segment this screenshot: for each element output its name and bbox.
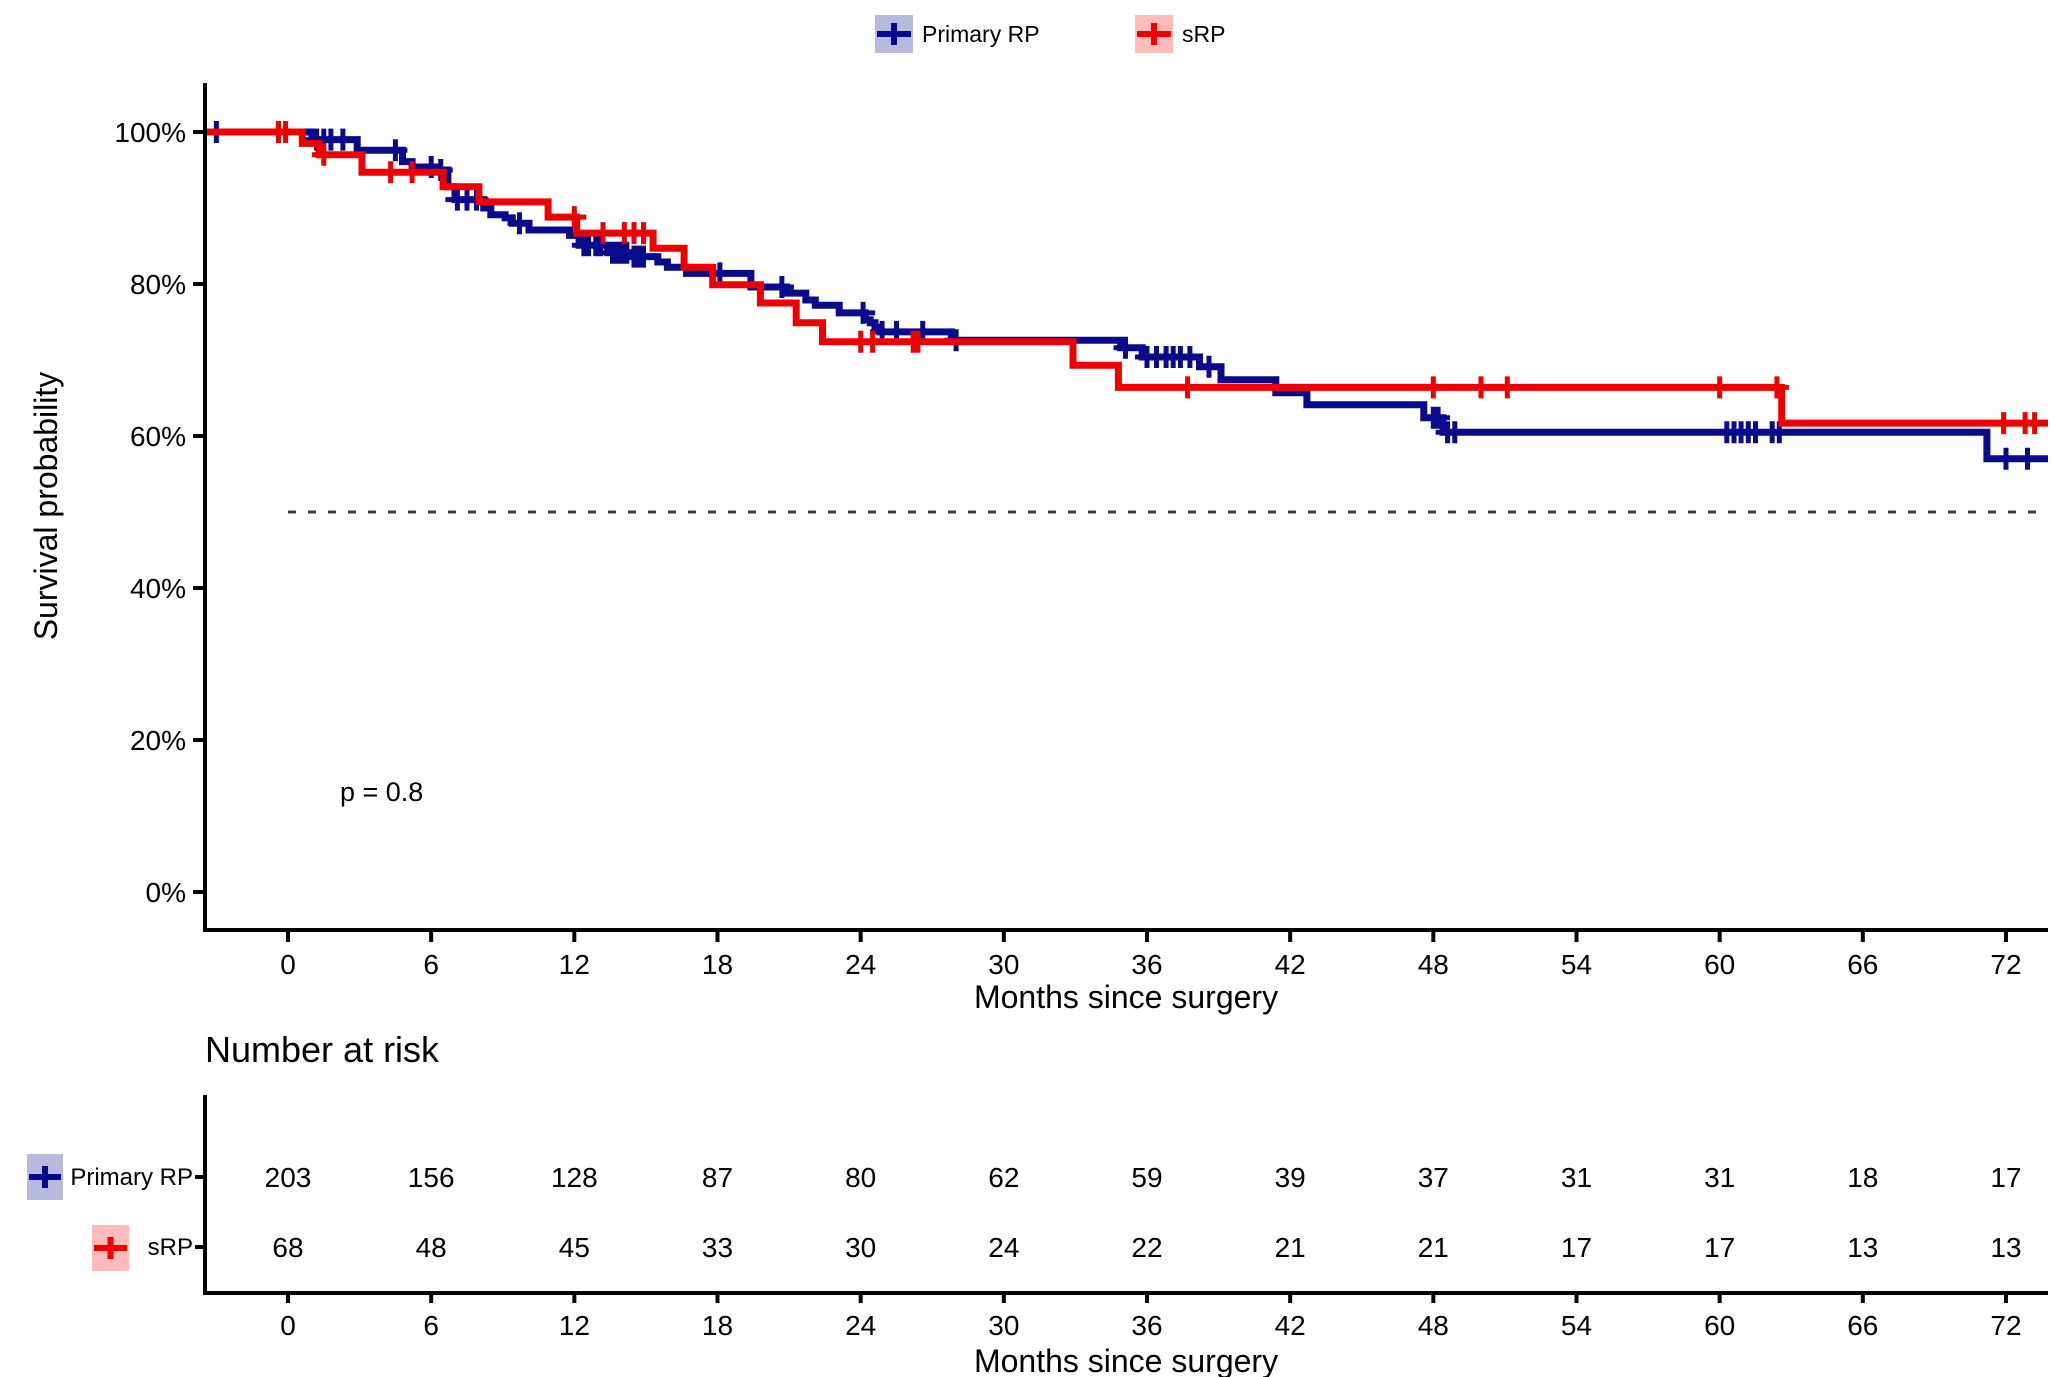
risk-count: 87 <box>702 1162 733 1193</box>
risk-count: 68 <box>272 1232 303 1263</box>
survival-curve-srp <box>204 128 2048 427</box>
x-tick-label: 0 <box>280 949 296 980</box>
risk-x-tick-label: 24 <box>845 1310 876 1341</box>
risk-count: 31 <box>1561 1162 1592 1193</box>
risk-count: 39 <box>1275 1162 1306 1193</box>
legend: Primary RP sRP <box>875 15 1225 53</box>
risk-x-tick-label: 30 <box>988 1310 1019 1341</box>
risk-count: 17 <box>1990 1162 2021 1193</box>
x-tick-label: 24 <box>845 949 876 980</box>
legend-label-srp: sRP <box>1182 21 1225 47</box>
risk-count: 21 <box>1275 1232 1306 1263</box>
risk-x-tick-label: 36 <box>1131 1310 1162 1341</box>
y-axis-title: Survival probability <box>28 372 64 641</box>
risk-x-tick-label: 18 <box>702 1310 733 1341</box>
x-tick-label: 30 <box>988 949 1019 980</box>
risk-table-layer: 0 6 12 18 24 30 36 42 48 54 60 66 72 203 156 128 87 80 62 5… <box>195 1095 2048 1341</box>
survival-curves-layer <box>204 121 2048 470</box>
risk-count: 62 <box>988 1162 1019 1193</box>
y-tick-label: 60% <box>130 421 186 452</box>
risk-x-tick-label: 48 <box>1418 1310 1449 1341</box>
risk-count: 30 <box>845 1232 876 1263</box>
y-tick-label: 20% <box>130 725 186 756</box>
risk-count: 17 <box>1561 1232 1592 1263</box>
x-tick-label: 12 <box>559 949 590 980</box>
x-tick-label: 36 <box>1131 949 1162 980</box>
risk-count: 31 <box>1704 1162 1735 1193</box>
y-tick-label: 40% <box>130 573 186 604</box>
risk-table-row-headers: Primary RP sRP <box>27 1154 193 1271</box>
x-tick-label: 54 <box>1561 949 1592 980</box>
plus-censor-icon <box>877 23 911 45</box>
risk-count: 37 <box>1418 1162 1449 1193</box>
risk-count: 80 <box>845 1162 876 1193</box>
plus-censor-icon <box>94 1237 127 1259</box>
risk-count: 18 <box>1847 1162 1878 1193</box>
y-tick-label: 80% <box>130 269 186 300</box>
survival-curve-primary-rp <box>204 128 2048 463</box>
y-tick-label: 0% <box>146 877 186 908</box>
risk-table-title: Number at risk <box>205 1029 440 1070</box>
x-axis-title: Months since surgery <box>974 979 1278 1015</box>
x-tick-label: 72 <box>1990 949 2021 980</box>
risk-x-tick-label: 42 <box>1275 1310 1306 1341</box>
risk-count: 21 <box>1418 1232 1449 1263</box>
risk-count: 17 <box>1704 1232 1735 1263</box>
risk-x-tick-label: 66 <box>1847 1310 1878 1341</box>
risk-x-tick-label: 0 <box>280 1310 296 1341</box>
censor-marks-primary-rp <box>204 121 2040 470</box>
plus-censor-icon <box>1137 23 1171 45</box>
plus-censor-icon <box>29 1166 61 1188</box>
risk-x-axis-title: Months since surgery <box>974 1343 1278 1377</box>
x-tick-label: 66 <box>1847 949 1878 980</box>
risk-count: 156 <box>408 1162 455 1193</box>
risk-count: 24 <box>988 1232 1019 1263</box>
risk-x-tick-label: 60 <box>1704 1310 1735 1341</box>
risk-x-tick-label: 12 <box>559 1310 590 1341</box>
risk-x-tick-label: 72 <box>1990 1310 2021 1341</box>
risk-count: 13 <box>1990 1232 2021 1263</box>
x-tick-label: 48 <box>1418 949 1449 980</box>
axes-layer: 0% 20% 40% 60% 80% 100% 0 6 12 18 24 30 36 42 48 54 60 66… <box>114 83 2048 980</box>
y-tick-label: 100% <box>114 117 186 148</box>
x-tick-label: 60 <box>1704 949 1735 980</box>
legend-label-primary-rp: Primary RP <box>922 21 1040 47</box>
risk-count: 22 <box>1131 1232 1162 1263</box>
risk-count: 128 <box>551 1162 598 1193</box>
pvalue-annotation: p = 0.8 <box>340 777 423 807</box>
risk-count: 13 <box>1847 1232 1878 1263</box>
x-tick-label: 42 <box>1275 949 1306 980</box>
risk-row-label-primary-rp: Primary RP <box>70 1164 193 1191</box>
risk-count: 59 <box>1131 1162 1162 1193</box>
risk-row-label-srp: sRP <box>148 1234 193 1261</box>
risk-count: 45 <box>559 1232 590 1263</box>
risk-count: 203 <box>265 1162 312 1193</box>
x-tick-label: 18 <box>702 949 733 980</box>
risk-x-tick-label: 54 <box>1561 1310 1592 1341</box>
risk-count: 33 <box>702 1232 733 1263</box>
risk-x-tick-label: 6 <box>423 1310 439 1341</box>
risk-count: 48 <box>416 1232 447 1263</box>
censor-marks-srp <box>266 121 2047 435</box>
x-tick-label: 6 <box>423 949 439 980</box>
